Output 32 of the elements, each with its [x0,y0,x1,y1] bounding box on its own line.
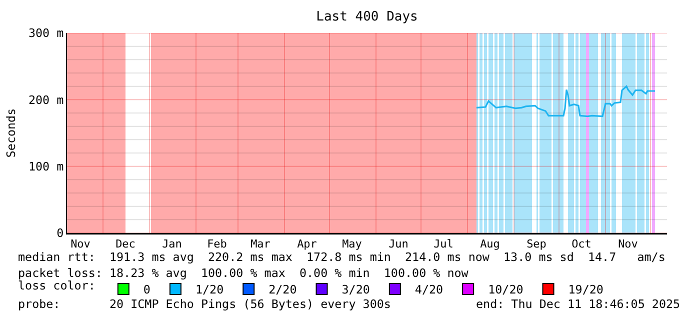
y-tick-label: 0 [56,226,64,240]
text: end: Thu Dec 11 18:46:05 2025 [476,297,680,311]
x-tick-label: Nov [70,238,91,251]
x-tick-label: Feb [207,238,227,251]
x-tick-label: Aug [480,238,500,251]
legend-label: 19/20 [568,282,604,297]
line-series [476,86,656,118]
x-tick-label: Jun [388,238,408,251]
x-tick-label: Dec [116,238,136,251]
x-tick-label: Nov [618,238,638,251]
legend-label: 4/20 [414,282,444,297]
legend-label: 2/20 [268,282,297,297]
legend-label: 10/20 [488,282,524,297]
x-tick-label: Jul [434,238,454,251]
legend-label: 1/20 [195,282,224,297]
y-tick-label: 100 m [28,159,64,174]
chart-title: Last 400 Days [316,10,418,25]
y-axis-title: Seconds [4,108,18,158]
legend-label: 3/20 [342,282,370,297]
x-tick-label: Mar [250,238,271,251]
y-tick-label: 200 m [28,92,64,107]
x-tick-label: Apr [297,238,318,251]
text: probe: 20 ICMP Echo Pings (56 Bytes) every 300s [18,297,391,311]
legend-label: 0 [143,282,150,297]
legend-title: loss color: [18,278,96,293]
x-tick-label: Jan [162,238,182,251]
x-tick-label: Sep [526,238,546,251]
y-tick-label: 300 m [28,26,64,40]
text: median rtt: 191.3 ms avg 220.2 ms max 172.8 ms min 214.0 ms now 13.0 ms sd 14.7 am/s [18,250,666,264]
text: packet loss: 18.23 % avg 100.00 % max 0.00 % min 100.00 % now [18,266,470,280]
x-tick-label: May [342,238,362,251]
x-tick-label: Oct [572,238,592,251]
